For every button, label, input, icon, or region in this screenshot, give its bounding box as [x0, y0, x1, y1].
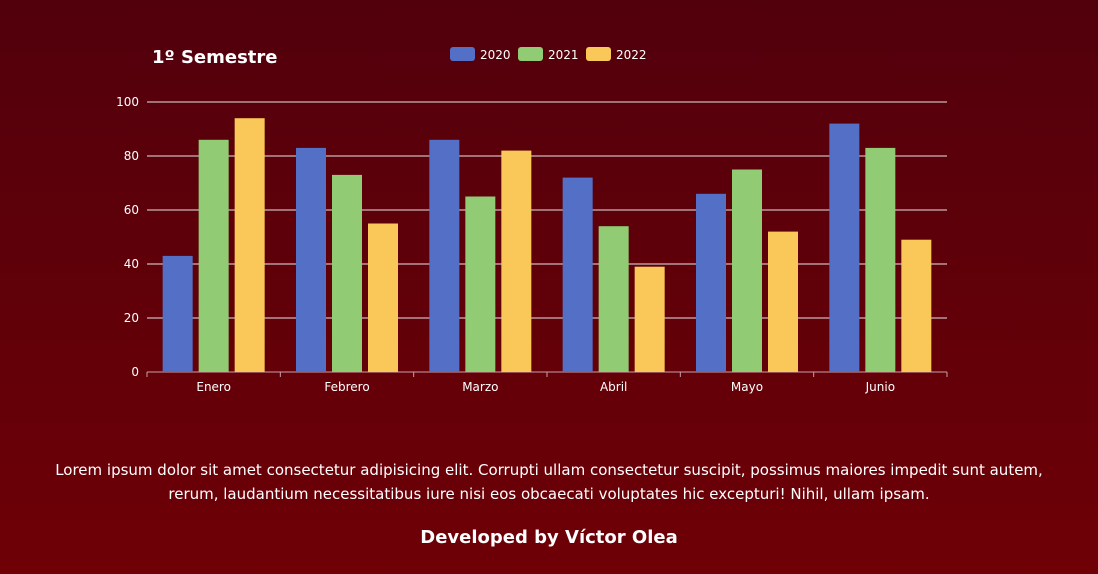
y-tick-label: 80 — [124, 149, 139, 163]
y-tick-label: 0 — [131, 365, 139, 379]
x-tick-label: Marzo — [462, 380, 498, 394]
chart-bars — [162, 118, 932, 373]
chart-legend: 2020 2021 2022 — [450, 47, 647, 62]
bar-junio-2022[interactable] — [901, 239, 932, 372]
bar-marzo-2022[interactable] — [501, 150, 532, 372]
bar-mayo-2021[interactable] — [732, 169, 762, 373]
bar-marzo-2021[interactable] — [465, 196, 496, 373]
x-tick-label: Febrero — [324, 380, 369, 394]
y-tick-label: 20 — [124, 311, 139, 325]
bar-mayo-2022[interactable] — [768, 231, 798, 372]
bar-chart: 1º Semestre 2020 2021 2022 0 20 40 60 80 100 En… — [116, 47, 948, 394]
legend-swatch-2020[interactable] — [450, 47, 475, 61]
bar-junio-2021[interactable] — [865, 147, 896, 372]
chart-title: 1º Semestre — [152, 47, 277, 68]
y-tick-label: 40 — [124, 257, 139, 271]
bar-febrero-2021[interactable] — [332, 174, 362, 372]
legend-label-2020[interactable]: 2020 — [480, 48, 511, 62]
x-tick-label: Enero — [196, 380, 231, 394]
legend-label-2022[interactable]: 2022 — [616, 48, 647, 62]
bar-febrero-2022[interactable] — [368, 223, 398, 373]
y-tick-label: 100 — [116, 95, 139, 109]
y-tick-label: 60 — [124, 203, 139, 217]
x-tick-label: Mayo — [731, 380, 763, 394]
bar-abril-2022[interactable] — [634, 266, 665, 372]
x-tick-label: Junio — [865, 380, 895, 394]
bar-abril-2020[interactable] — [562, 177, 593, 372]
legend-swatch-2021[interactable] — [518, 47, 543, 61]
bar-febrero-2020[interactable] — [296, 147, 326, 372]
x-axis: Enero Febrero Marzo Abril Mayo Junio — [146, 372, 948, 394]
legend-swatch-2022[interactable] — [586, 47, 611, 61]
bar-enero-2022[interactable] — [234, 118, 265, 372]
bar-marzo-2020[interactable] — [429, 139, 460, 372]
description-text: Lorem ipsum dolor sit amet consectetur a… — [55, 461, 1043, 503]
chart-grid — [147, 101, 947, 373]
bar-enero-2020[interactable] — [162, 255, 193, 372]
bar-junio-2020[interactable] — [829, 123, 860, 372]
x-tick-label: Abril — [600, 380, 627, 394]
legend-label-2021[interactable]: 2021 — [548, 48, 579, 62]
bar-enero-2021[interactable] — [198, 139, 229, 372]
y-axis: 0 20 40 60 80 100 — [116, 95, 139, 379]
bar-mayo-2020[interactable] — [696, 193, 726, 372]
bar-abril-2021[interactable] — [598, 226, 629, 372]
developer-credit: Developed by Víctor Olea — [420, 527, 678, 548]
